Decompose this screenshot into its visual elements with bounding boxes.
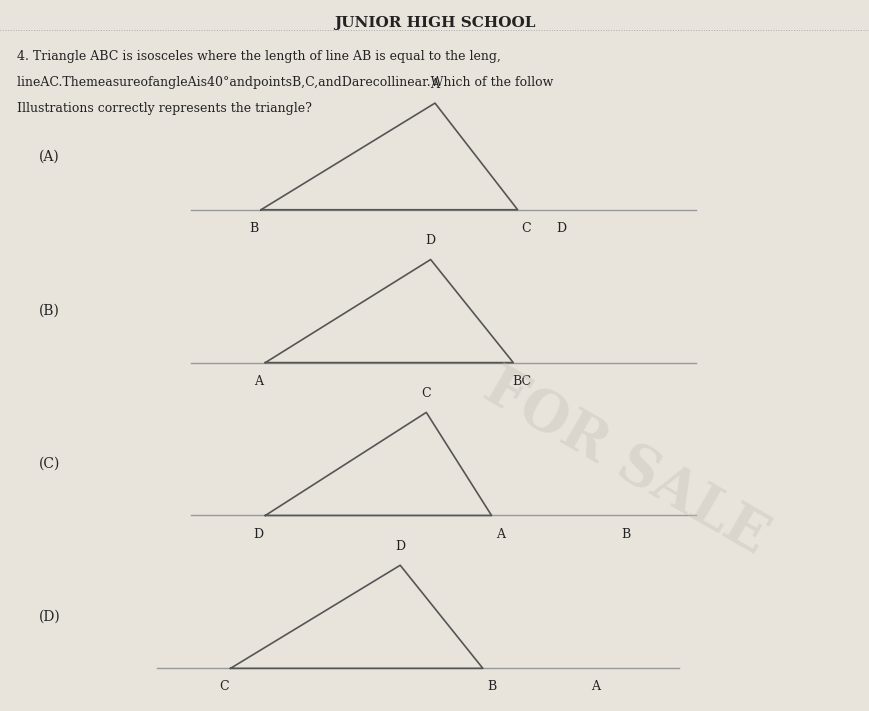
Text: lineAC.ThemeasureofangleAis40°andpointsB,C,andDarecollinear.Which of the follow: lineAC.ThemeasureofangleAis40°andpointsB…: [17, 76, 554, 89]
Text: Illustrations correctly represents the triangle?: Illustrations correctly represents the t…: [17, 102, 312, 115]
Text: (B): (B): [39, 304, 60, 318]
Text: B: B: [249, 222, 258, 235]
Text: (D): (D): [39, 610, 61, 624]
Text: A: A: [430, 78, 439, 91]
Text: 4. Triangle ABC is isosceles where the length of line AB is equal to the leng,: 4. Triangle ABC is isosceles where the l…: [17, 50, 501, 63]
Text: FOR SALE: FOR SALE: [474, 359, 777, 565]
Text: D: D: [253, 528, 263, 540]
Text: C: C: [521, 222, 531, 235]
Text: JUNIOR HIGH SCHOOL: JUNIOR HIGH SCHOOL: [334, 16, 535, 30]
Text: A: A: [495, 528, 504, 540]
Text: B: B: [487, 680, 495, 693]
Text: (A): (A): [39, 149, 60, 164]
Text: C: C: [421, 387, 431, 400]
Text: (C): (C): [39, 457, 61, 471]
Text: BC: BC: [512, 375, 531, 387]
Text: C: C: [218, 680, 229, 693]
Text: B: B: [621, 528, 630, 540]
Text: D: D: [555, 222, 566, 235]
Text: A: A: [591, 680, 600, 693]
Text: A: A: [254, 375, 262, 387]
Text: D: D: [395, 540, 405, 553]
Text: D: D: [425, 235, 435, 247]
